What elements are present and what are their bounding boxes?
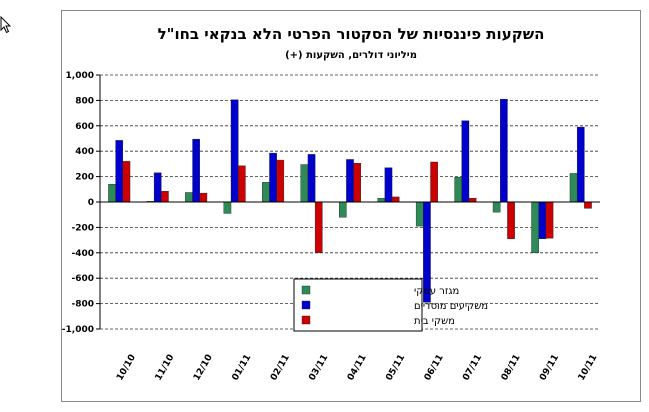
bar	[307, 154, 316, 203]
legend: מגזר עסקי משקיעים מוסדיים משקי בית	[293, 278, 488, 332]
legend-swatch	[301, 285, 311, 295]
bar	[115, 140, 124, 203]
bar	[461, 120, 470, 203]
bar	[507, 201, 515, 240]
bars	[108, 98, 592, 303]
bar	[346, 159, 354, 203]
y-tick-label: -400	[71, 249, 94, 259]
x-tick-label: 03/11	[307, 353, 330, 383]
bar	[108, 184, 116, 203]
bar	[314, 201, 323, 253]
bar	[230, 99, 239, 203]
bar	[269, 152, 277, 203]
y-tick-label: -600	[71, 274, 94, 284]
y-tick-label: -1,000	[62, 325, 94, 335]
bar-chart: השקעות פיננסיות של הסקטור הפרטי הלא בנקא…	[62, 25, 600, 383]
bar	[391, 196, 400, 203]
bar	[300, 164, 309, 203]
bar	[468, 197, 477, 203]
bar	[569, 173, 578, 203]
chart-title: השקעות פיננסיות של הסקטור הפרטי הלא בנקא…	[158, 25, 545, 43]
x-tick-label: 12/10	[192, 353, 215, 383]
y-tick-label: 1,000	[66, 71, 94, 81]
bar	[415, 201, 424, 227]
x-axis-tick-labels: 10/10 11/10 12/10 01/11 02/11 03/11 04/11 05/11…	[115, 353, 599, 383]
bar	[223, 201, 232, 214]
y-axis-tick-labels: 1,000 800 600 400 200 0 -200 -400 -600 -800 -1,000	[62, 71, 94, 335]
bar	[545, 201, 554, 239]
x-tick-label: 04/11	[346, 353, 369, 383]
legend-label: משקיעים מוסדיים	[414, 301, 488, 312]
bar	[377, 197, 386, 203]
bar	[353, 163, 362, 203]
x-tick-label: 08/11	[500, 353, 523, 383]
y-tick-label: 400	[75, 147, 94, 157]
x-tick-label: 10/10	[115, 353, 138, 383]
bar	[192, 138, 200, 203]
legend-swatch	[301, 300, 311, 310]
bar	[185, 192, 193, 203]
bar	[454, 177, 462, 203]
chart-subtitle: מיליוני דולרים, השקעות (+)	[285, 50, 417, 61]
x-tick-label: 01/11	[231, 353, 254, 383]
x-tick-label: 10/11	[577, 353, 600, 383]
bar	[238, 165, 246, 203]
bar	[584, 201, 592, 209]
y-tick-label: 800	[75, 96, 94, 106]
legend-swatch	[301, 315, 311, 325]
bar	[430, 161, 438, 203]
bar	[384, 167, 393, 203]
x-tick-label: 02/11	[269, 353, 292, 383]
y-tick-label: -200	[71, 223, 94, 233]
bar	[500, 98, 508, 203]
bar	[262, 182, 270, 203]
bar	[122, 161, 131, 203]
bar	[276, 159, 285, 203]
x-tick-label: 09/11	[538, 353, 561, 383]
y-tick-label: 200	[75, 173, 94, 183]
bar	[492, 201, 501, 213]
bar	[531, 201, 539, 253]
y-tick-label: -800	[71, 300, 94, 310]
x-tick-label: 06/11	[423, 353, 446, 383]
bar	[576, 126, 585, 203]
legend-label: מגזר עסקי	[414, 286, 459, 297]
bar	[538, 201, 547, 240]
y-tick-label: 0	[88, 198, 94, 208]
x-tick-label: 05/11	[384, 353, 407, 383]
x-tick-label: 07/11	[461, 353, 484, 383]
bar	[153, 172, 162, 203]
mouse-cursor-icon	[0, 16, 12, 34]
bar	[161, 191, 169, 203]
x-tick-label: 11/10	[154, 353, 177, 383]
legend-box	[293, 278, 423, 332]
bar	[339, 201, 347, 218]
legend-label: משקי בית	[414, 316, 455, 327]
chart-frame: השקעות פיננסיות של הסקטור הפרטי הלא בנקא…	[61, 10, 641, 402]
axes	[96, 74, 600, 330]
y-tick-label: 600	[75, 122, 94, 132]
bar	[199, 192, 208, 203]
